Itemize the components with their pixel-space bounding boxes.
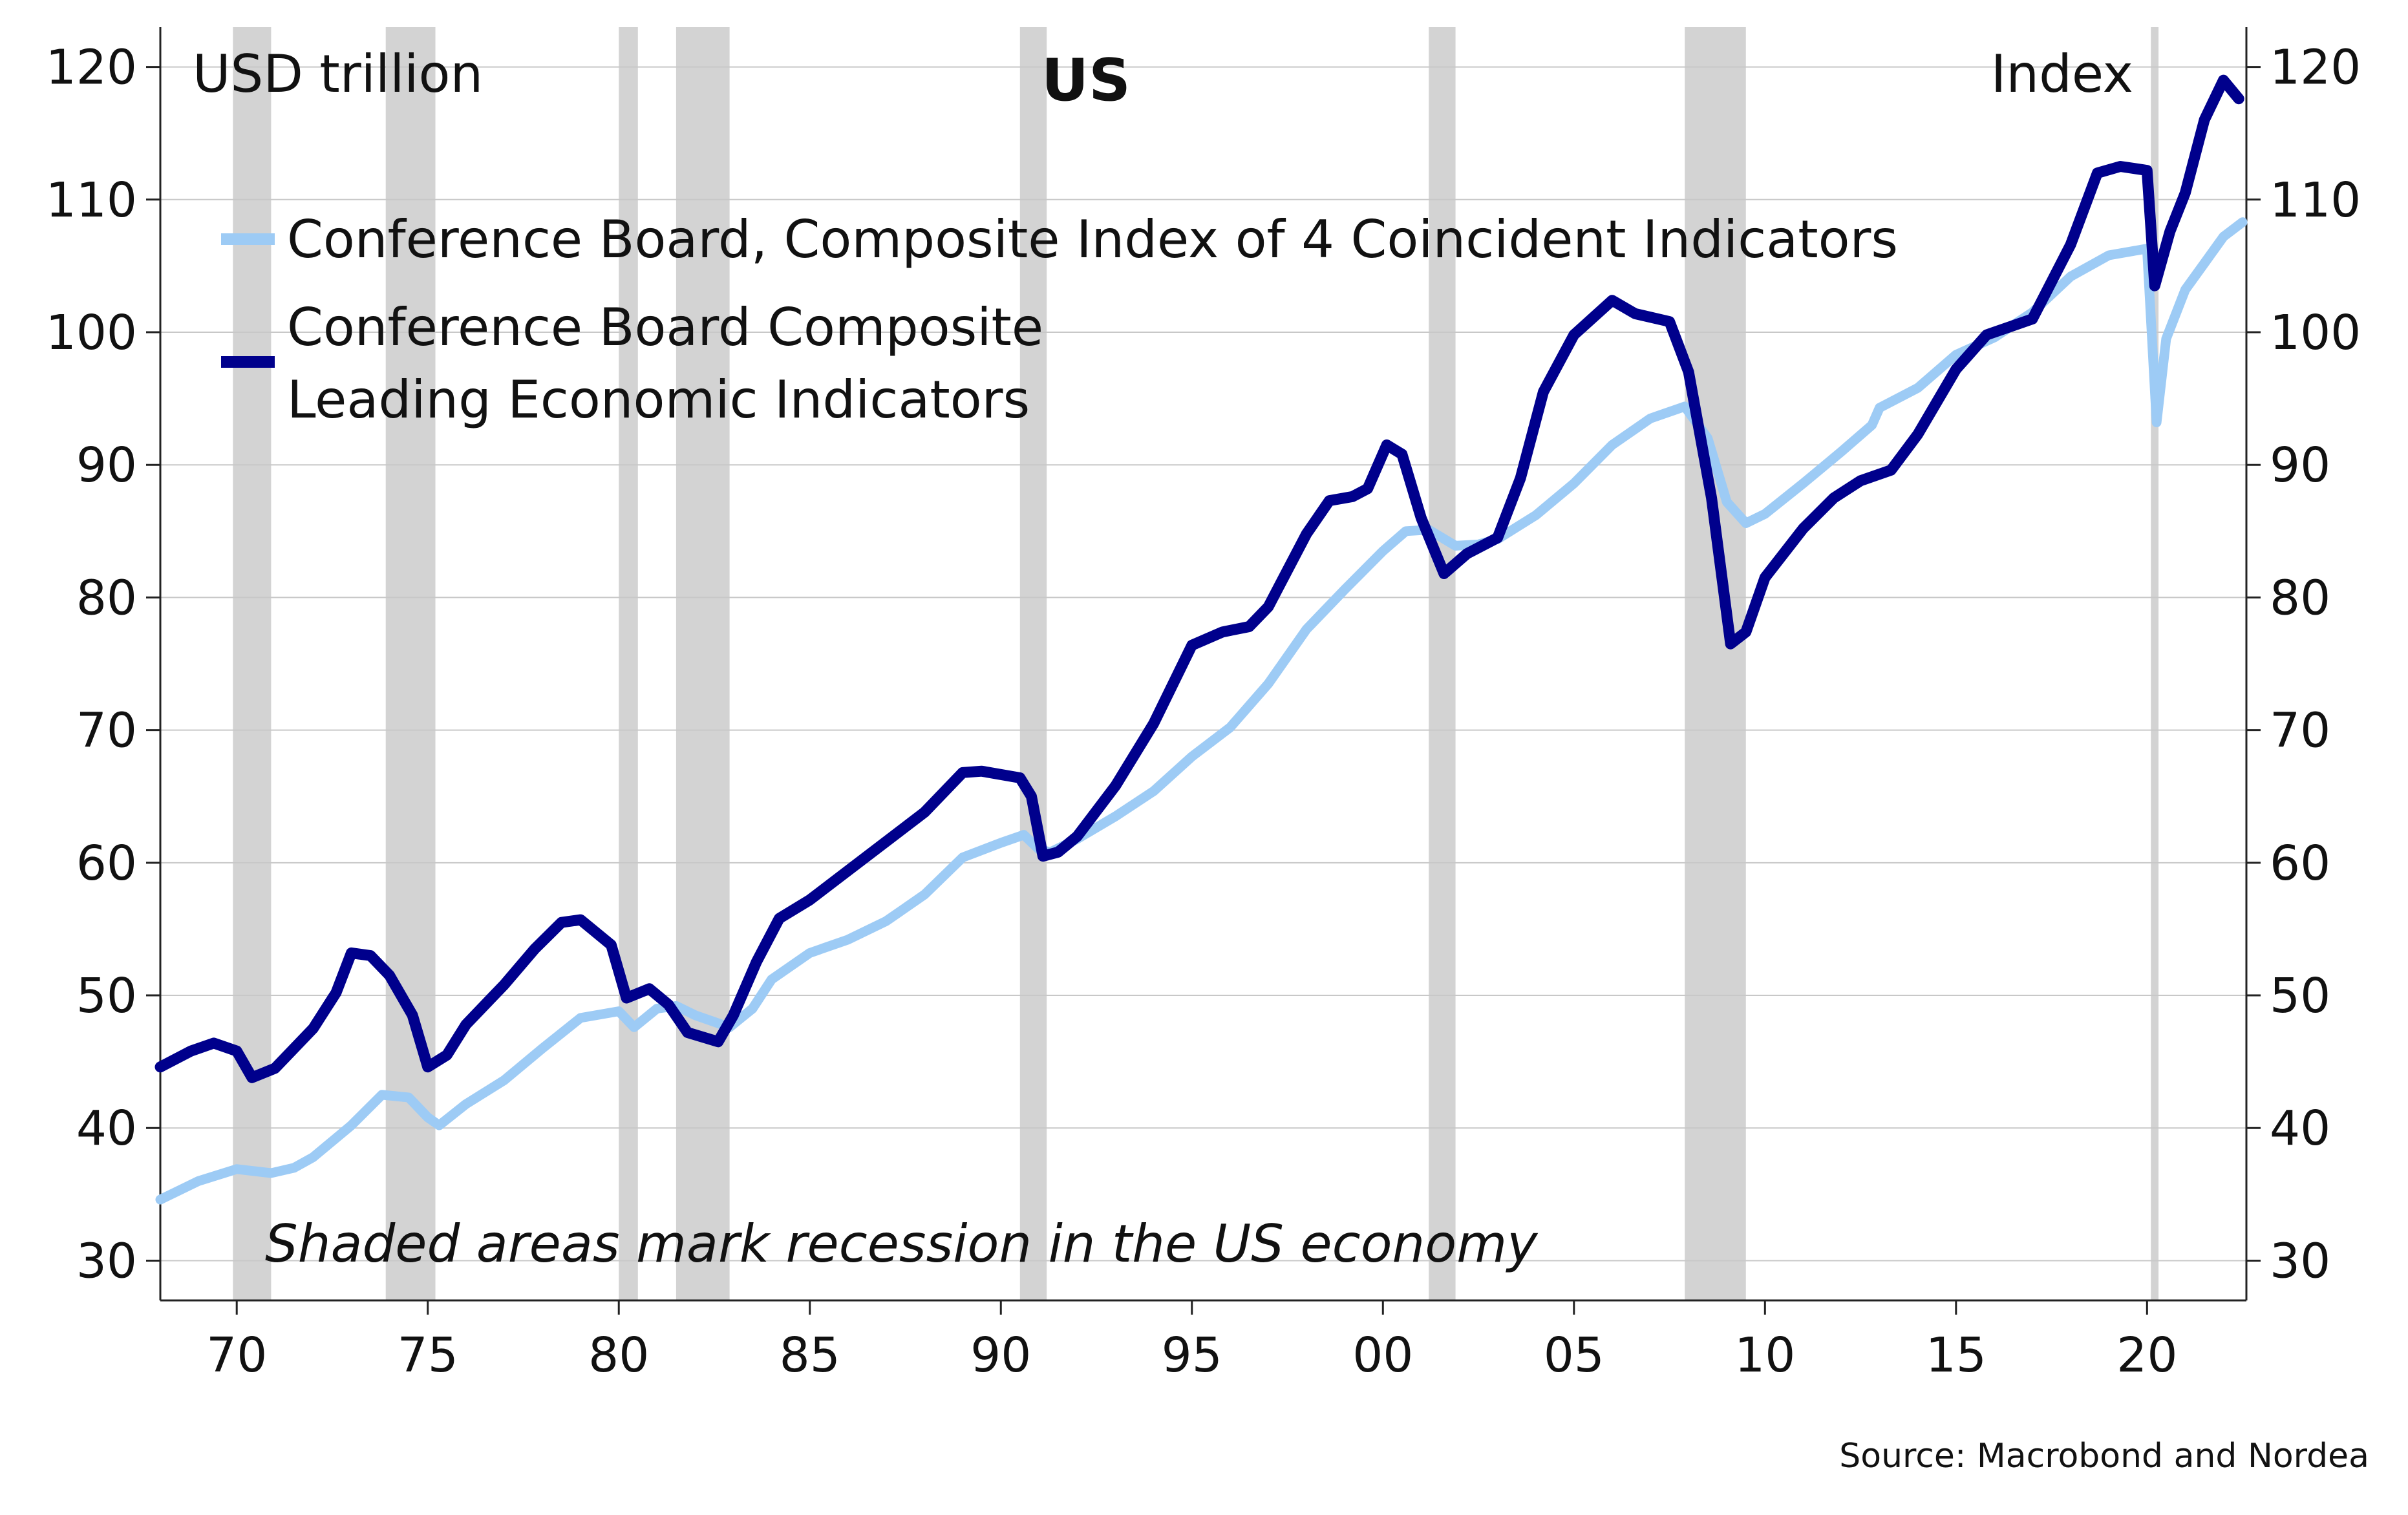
- right-tick-label-90: 90: [2270, 438, 2330, 493]
- legend-label-leading-line2: Leading Economic Indicators: [287, 370, 1030, 430]
- recession-band-7: [2151, 27, 2159, 1300]
- left-tick-label-70: 70: [76, 703, 137, 759]
- series-line-1: [154, 74, 2244, 1083]
- right-axis-unit-label: Index: [1991, 44, 2133, 104]
- left-y-axis: 30 40 50 60 70 80 90 100 110 120: [46, 40, 160, 1289]
- x-tick-label-80: 80: [588, 1328, 649, 1383]
- right-tick-label-110: 110: [2270, 173, 2361, 228]
- left-tick-label-60: 60: [76, 836, 137, 891]
- x-tick-label-90: 90: [970, 1328, 1031, 1383]
- plot-frame: [159, 27, 2248, 1302]
- recession-band-2: [619, 27, 638, 1300]
- right-tick-label-100: 100: [2270, 305, 2361, 361]
- recession-band-4: [1019, 27, 1047, 1300]
- left-tick-label-30: 30: [76, 1233, 137, 1289]
- x-tick-label-00: 00: [1352, 1328, 1413, 1383]
- right-tick-label-40: 40: [2270, 1101, 2330, 1156]
- recession-band-6: [1685, 27, 1746, 1300]
- right-tick-label-50: 50: [2270, 968, 2330, 1024]
- legend-label-coincident: Conference Board, Composite Index of 4 C…: [287, 209, 1898, 270]
- left-tick-label-40: 40: [76, 1101, 137, 1156]
- legend-label-leading: Conference Board Composite Leading Econo…: [287, 297, 1060, 430]
- recession-band-1: [385, 27, 436, 1300]
- left-tick-label-50: 50: [76, 968, 137, 1024]
- legend-label-leading-line1: Conference Board Composite: [287, 297, 1043, 357]
- series-lines: [154, 74, 2248, 1205]
- x-tick-label-05: 05: [1544, 1328, 1604, 1383]
- recession-band-5: [1429, 27, 1456, 1300]
- left-tick-label-90: 90: [76, 438, 137, 493]
- x-tick-label-75: 75: [398, 1328, 458, 1383]
- left-tick-label-120: 120: [46, 40, 137, 96]
- right-y-axis: 30 40 50 60 70 80 90 100 110 120: [2246, 40, 2361, 1289]
- recession-shading: [233, 27, 2159, 1300]
- legend: Conference Board, Composite Index of 4 C…: [221, 209, 1898, 430]
- source-note: Source: Macrobond and Nordea: [1839, 1437, 2369, 1476]
- x-tick-label-85: 85: [780, 1328, 840, 1383]
- series-line-0: [155, 217, 2248, 1205]
- right-tick-label-70: 70: [2270, 703, 2330, 759]
- x-tick-label-95: 95: [1162, 1328, 1222, 1383]
- x-tick-label-10: 10: [1734, 1328, 1795, 1383]
- chart-title: US: [1041, 47, 1131, 114]
- x-tick-label-15: 15: [1926, 1328, 1987, 1383]
- x-axis: 70 75 80 85 90 95 00 05 10 15 20: [206, 1300, 2177, 1383]
- left-axis-unit-label: USD trillion: [193, 44, 483, 104]
- left-tick-label-110: 110: [46, 173, 137, 228]
- right-tick-label-120: 120: [2270, 40, 2361, 96]
- right-tick-label-30: 30: [2270, 1233, 2330, 1289]
- recession-band-0: [233, 27, 272, 1300]
- x-tick-label-20: 20: [2116, 1328, 2177, 1383]
- left-tick-label-100: 100: [46, 305, 137, 361]
- x-tick-label-70: 70: [206, 1328, 267, 1383]
- left-tick-label-80: 80: [76, 570, 137, 626]
- right-tick-label-80: 80: [2270, 570, 2330, 626]
- recession-band-3: [676, 27, 730, 1300]
- gridlines: [160, 66, 2246, 1262]
- right-tick-label-60: 60: [2270, 836, 2330, 891]
- recession-note: Shaded areas mark recession in the US ec…: [265, 1214, 1539, 1274]
